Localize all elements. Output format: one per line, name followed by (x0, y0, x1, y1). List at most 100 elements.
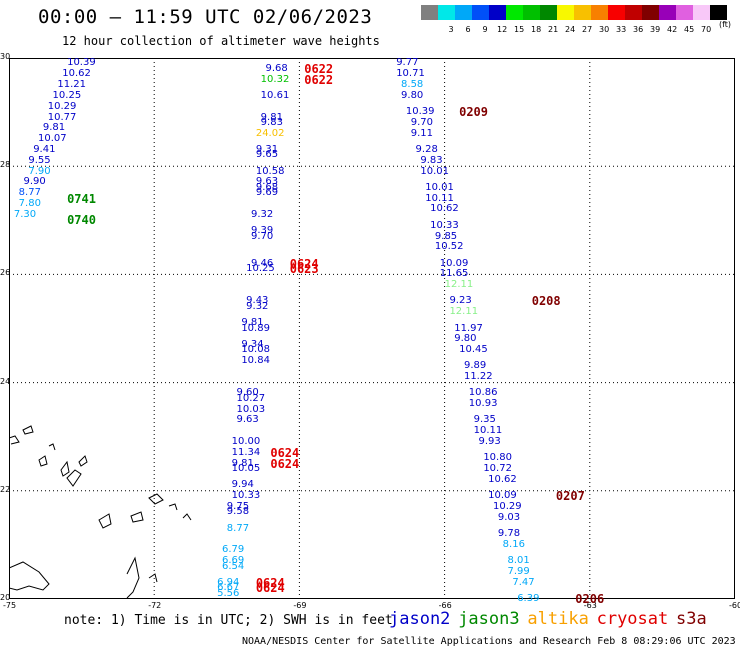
wave-height-value: 10.32 (260, 73, 290, 85)
legend-swatch (710, 5, 727, 20)
legend-swatch (608, 5, 625, 20)
legend-swatch (659, 5, 676, 20)
wave-height-value: 12.11 (444, 279, 474, 291)
wave-height-value: 9.75 (226, 501, 250, 513)
legend-label: 15 (514, 25, 525, 34)
island-bahamas-2 (9, 435, 20, 445)
island-small-1 (168, 503, 178, 511)
legend-label: 36 (633, 25, 644, 34)
wave-height-value: 10.39 (405, 106, 435, 118)
wave-height-value: 9.55 (28, 154, 51, 166)
lat-tick-label: 26 (0, 268, 11, 278)
satellite-jason3: jason3 (458, 609, 520, 629)
legend-label: 3 (448, 25, 454, 34)
wave-height-value: 8.77 (18, 187, 41, 199)
wave-height-value: 6.54 (221, 560, 245, 572)
legend-label: 18 (531, 25, 542, 34)
legend-unit: (ft) (719, 20, 732, 29)
wave-height-value: 9.80 (401, 89, 424, 101)
satellite-cryosat: cryosat (596, 609, 669, 629)
wave-height-value: 9.70 (251, 230, 274, 242)
wave-height-value: 11.65 (439, 268, 469, 280)
lat-tick-label: 28 (0, 160, 11, 170)
island-bahamas-8 (98, 513, 112, 529)
wave-height-value: 10.33 (430, 219, 459, 231)
wave-height-value: 9.32 (246, 300, 269, 312)
map-frame (9, 58, 735, 599)
lon-tick-label: -66 (438, 601, 452, 610)
wave-height-value: 9.41 (33, 143, 56, 155)
legend-label: 70 (701, 25, 712, 34)
wave-height-value: 9.85 (434, 230, 458, 242)
wave-height-value: 10.29 (493, 501, 522, 513)
legend-label: 45 (684, 25, 695, 34)
wave-height-value: 9.81 (241, 317, 264, 329)
pass-time-label: 0624 (270, 445, 300, 460)
wave-height-value: 10.11 (425, 192, 454, 204)
lon-tick-label: -60 (729, 601, 740, 610)
wave-height-value: 10.39 (67, 57, 96, 69)
legend-label: 30 (599, 25, 610, 34)
wave-height-value: 7.99 (507, 565, 530, 577)
wave-height-value: 7.30 (13, 208, 37, 220)
wave-height-value: 9.68 (265, 62, 288, 74)
wave-height-value: 6.94 (217, 576, 240, 588)
pass-time-label: 0624 (289, 256, 319, 271)
wave-height-value: 10.01 (420, 165, 450, 177)
wave-height-value: 9.35 (473, 414, 496, 426)
footer-note: note: 1) Time is in UTC; 2) SWH is in fe… (64, 613, 393, 628)
map-canvas (9, 58, 735, 599)
wave-height-value: 10.01 (425, 181, 454, 193)
wave-height-value: 9.39 (251, 225, 274, 237)
island-inagua (130, 511, 144, 523)
wave-height-value: 10.61 (260, 89, 290, 101)
wave-height-value: 10.05 (231, 463, 261, 475)
wave-height-value: 8.77 (226, 522, 250, 534)
island-turks-caicos (148, 493, 164, 505)
legend-swatch (574, 5, 591, 20)
satellite-s3a: s3a (676, 609, 707, 629)
wave-height-value: 7.80 (18, 198, 41, 210)
credit-line: NOAA/NESDIS Center for Satellite Applica… (242, 636, 736, 647)
wave-height-value: 8.58 (401, 79, 424, 91)
wave-height-value: 9.94 (231, 479, 254, 491)
wave-height-value: 10.00 (231, 436, 261, 448)
wave-height-value: 11.21 (57, 79, 87, 91)
wave-height-value: 9.34 (241, 338, 264, 350)
wave-height-value: 9.63 (236, 414, 259, 426)
wave-height-value: 10.84 (241, 354, 270, 366)
wave-height-value: 10.71 (396, 68, 425, 80)
legend-swatch (421, 5, 438, 20)
hispaniola-coast (126, 556, 140, 599)
wave-height-value: 9.60 (236, 387, 259, 399)
map-title: 00:00 – 11:59 UTC 02/06/2023 (38, 6, 373, 28)
lat-tick-label: 24 (0, 376, 11, 386)
pass-time-label: 0623 (289, 261, 319, 276)
wave-height-value: 9.90 (23, 176, 46, 188)
wave-height-value: 9.11 (410, 127, 433, 139)
legend-label: 24 (565, 25, 576, 34)
lon-tick-label: -69 (293, 601, 307, 610)
legend-swatch (676, 5, 693, 20)
legend-swatch (540, 5, 557, 20)
cuba-coast (9, 561, 50, 591)
wave-height-value: 9.81 (42, 122, 66, 134)
island-small-2 (182, 513, 192, 521)
wave-height-value: 6.67 (217, 582, 240, 594)
legend-swatch (557, 5, 574, 20)
wave-height-value: 9.80 (454, 333, 477, 345)
satellite-altika: altika (527, 609, 589, 629)
pass-time-label: 0622 (304, 61, 334, 76)
wave-height-value: 9.83 (260, 116, 283, 128)
legend-swatch (438, 5, 455, 20)
pass-time-label: 0624 (270, 456, 300, 471)
island-bahamas-7 (78, 455, 88, 467)
pass-time-label: 0207 (555, 489, 585, 504)
island-bahamas-5 (60, 460, 70, 477)
legend-label: 21 (548, 25, 559, 34)
wave-height-value: 9.43 (246, 295, 269, 307)
pass-time-label: 0740 (67, 213, 96, 228)
pass-time-label: 0208 (531, 294, 561, 309)
wave-height-value: 10.89 (241, 322, 270, 334)
wave-height-value: 9.46 (251, 257, 274, 269)
